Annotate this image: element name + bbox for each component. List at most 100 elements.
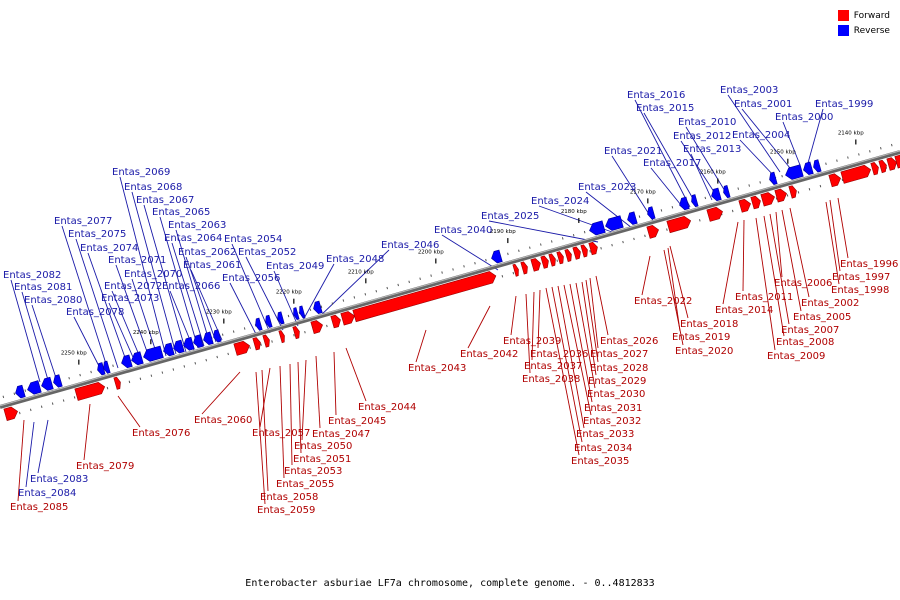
minor-tick — [320, 305, 323, 308]
minor-tick — [304, 330, 306, 334]
forward-leader-line — [83, 403, 91, 461]
minor-tick — [243, 327, 246, 330]
reverse-gene-arrow — [41, 376, 54, 391]
forward-leader-line — [551, 286, 583, 443]
reverse-leader-line — [190, 269, 223, 341]
forward-leader-line — [722, 221, 739, 305]
forward-gene-arrow — [588, 241, 598, 256]
reverse-gene-label: Entas_2023 — [578, 182, 636, 193]
minor-tick — [808, 187, 811, 191]
reverse-gene-arrow — [723, 185, 731, 199]
reverse-gene-arrow — [53, 374, 63, 388]
reverse-gene-arrow — [213, 329, 222, 343]
minor-tick — [638, 215, 641, 218]
forward-gene-arrow — [646, 224, 659, 239]
reverse-gene-label: Entas_2077 — [54, 216, 112, 227]
reverse-gene-arrow — [143, 345, 164, 362]
forward-leader-line — [769, 213, 790, 325]
reverse-leader-line — [231, 243, 271, 334]
forward-gene-arrow — [870, 162, 879, 176]
forward-gene-arrow — [886, 157, 897, 171]
forward-gene-arrow — [548, 253, 556, 267]
forward-gene-label: Entas_2033 — [576, 429, 634, 440]
forward-gene-label: Entas_2005 — [793, 312, 851, 323]
minor-tick — [452, 268, 454, 271]
reverse-leader-line — [245, 256, 284, 331]
minor-tick — [671, 206, 674, 209]
reverse-gene-arrow — [27, 380, 42, 395]
reverse-leader-line — [585, 191, 633, 229]
legend-reverse-label: Reverse — [853, 25, 890, 36]
reverse-leader-line — [31, 304, 57, 379]
forward-gene-label: Entas_2031 — [584, 403, 642, 414]
minor-tick — [112, 364, 114, 367]
forward-gene-label: Entas_2019 — [672, 332, 730, 343]
minor-tick — [572, 234, 575, 237]
forward-gene-label: Entas_2008 — [776, 337, 834, 348]
reverse-leader-line — [807, 108, 824, 164]
reverse-gene-label: Entas_2003 — [720, 85, 778, 96]
legend-reverse: Reverse — [837, 23, 890, 38]
reverse-gene-label: Entas_2084 — [18, 488, 76, 499]
reverse-leader-line — [741, 108, 791, 169]
legend-forward-label: Forward — [853, 10, 890, 21]
forward-gene-label: Entas_1997 — [832, 272, 890, 283]
forward-gene-label: Entas_2022 — [634, 296, 692, 307]
legend-forward: Forward — [837, 8, 890, 23]
forward-gene-label: Entas_2036 — [530, 349, 588, 360]
forward-leader-line — [117, 395, 141, 428]
reverse-gene-arrow — [679, 196, 690, 211]
reverse-gene-label: Entas_2040 — [434, 225, 492, 236]
reverse-leader-line — [37, 419, 49, 474]
reverse-gene-label: Entas_2024 — [531, 196, 589, 207]
minor-tick — [474, 261, 476, 265]
minor-tick — [249, 346, 251, 349]
reverse-leader-line — [61, 225, 109, 371]
forward-gene-label: Entas_2007 — [781, 325, 839, 336]
forward-leader-line — [575, 282, 596, 389]
reverse-gene-arrow — [785, 164, 804, 180]
minor-tick — [441, 271, 443, 274]
minor-tick — [644, 234, 646, 238]
minor-tick — [205, 358, 208, 362]
forward-leader-line — [345, 347, 367, 402]
reverse-gene-arrow — [803, 161, 814, 176]
forward-leader-line — [589, 277, 599, 349]
forward-leader-line — [467, 305, 491, 349]
minor-tick — [660, 209, 663, 212]
forward-gene-arrow — [252, 337, 261, 351]
reverse-gene-label: Entas_2049 — [266, 261, 324, 272]
forward-leader-line — [259, 367, 271, 428]
forward-leader-line — [531, 291, 535, 361]
legend: Forward Reverse — [837, 8, 890, 38]
forward-gene-arrow — [113, 376, 121, 390]
minor-tick — [737, 187, 740, 190]
minor-tick — [216, 355, 218, 359]
minor-tick — [699, 219, 701, 222]
forward-gene-label: Entas_1996 — [840, 259, 898, 270]
forward-leader-line — [667, 247, 681, 332]
reverse-gene-label: Entas_2066 — [162, 281, 220, 292]
reverse-leader-line — [782, 121, 801, 166]
minor-tick — [797, 191, 800, 194]
forward-gene-label: Entas_2044 — [358, 402, 416, 413]
reverse-gene-arrow — [193, 334, 204, 348]
forward-leader-line — [333, 351, 337, 416]
reverse-gene-label: Entas_2010 — [678, 117, 736, 128]
reverse-gene-label: Entas_2075 — [68, 229, 126, 240]
reverse-gene-label: Entas_2012 — [673, 131, 731, 142]
minor-tick — [759, 181, 761, 184]
forward-gene-arrow — [530, 258, 541, 272]
forward-leader-line — [742, 219, 745, 292]
minor-tick — [847, 156, 849, 159]
forward-leader-line — [775, 211, 783, 278]
reverse-leader-line — [131, 191, 177, 355]
forward-leader-line — [663, 249, 684, 346]
reverse-gene-arrow — [173, 339, 185, 354]
reverse-gene-label: Entas_2067 — [136, 195, 194, 206]
ruler-tick-label: 2190 kbp — [490, 229, 516, 235]
minor-tick — [583, 230, 586, 234]
reverse-gene-label: Entas_2025 — [481, 211, 539, 222]
forward-leader-line — [837, 197, 849, 259]
minor-tick — [2, 395, 5, 399]
